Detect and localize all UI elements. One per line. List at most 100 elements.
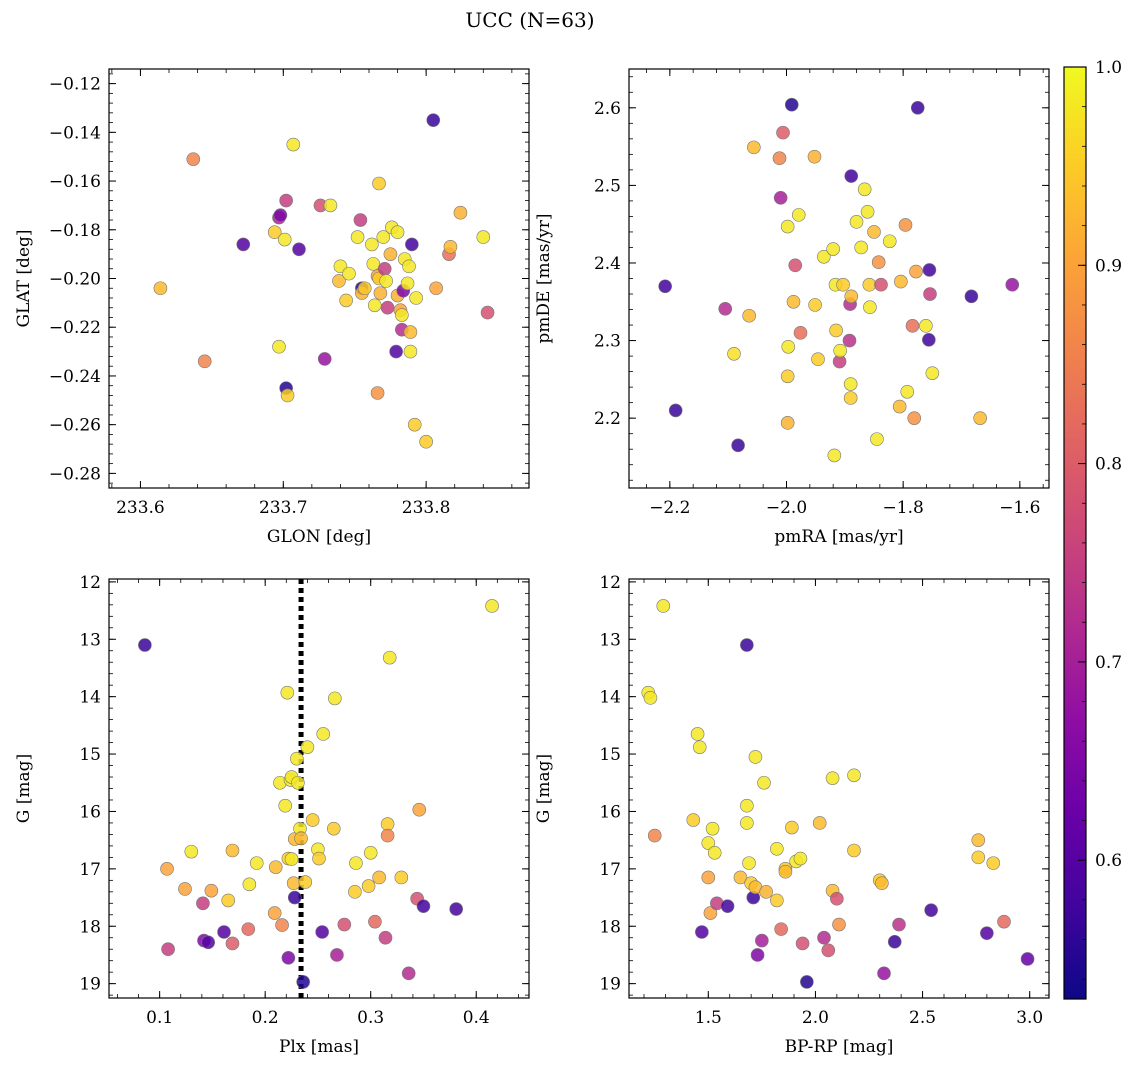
scatter-point (485, 599, 499, 613)
scatter-point (361, 879, 376, 893)
scatter-point (832, 917, 846, 932)
scatter-point (720, 899, 735, 913)
x-axis-label: pmRA [mas/yr] (774, 527, 903, 547)
scatter-point (1005, 277, 1020, 292)
scatter-point (833, 343, 847, 358)
y-tick-label: 2.5 (594, 176, 621, 196)
scatter-point (867, 225, 881, 239)
panel-plx-g: 0.1 0.2 0.3 0.4 12 13 14 15 16 17 18 19 Plx [mas] G [… (14, 573, 530, 1057)
y-tick-label: −0.20 (49, 270, 101, 290)
scatter-point (900, 384, 915, 399)
scatter-point (788, 258, 803, 273)
scatter-point (842, 333, 857, 348)
scatter-point (368, 914, 382, 929)
y-axis-label: G [mag] (14, 754, 34, 823)
scatter-point (857, 182, 872, 197)
scatter-point (316, 727, 331, 741)
scatter-point (874, 277, 888, 292)
scatter-point (785, 820, 799, 835)
scatter-point (1020, 952, 1035, 966)
scatter-point (305, 813, 320, 827)
scatter-point (279, 193, 293, 208)
scatter-point (236, 237, 251, 252)
scatter-point (701, 836, 716, 850)
scatter-point (409, 291, 423, 305)
scatter-point (870, 432, 884, 446)
scatter-point (894, 274, 908, 289)
scatter-point (877, 966, 891, 981)
colorbar-tick-label: 0.7 (1095, 653, 1122, 673)
y-tick-label: −0.14 (49, 123, 101, 143)
scatter-point (275, 918, 289, 932)
scatter-point (923, 287, 937, 301)
scatter-point (419, 434, 433, 449)
scatter-point (449, 902, 463, 916)
scatter-point (830, 891, 844, 906)
scatter-point (286, 137, 301, 152)
x-tick-label: 3.0 (1016, 1008, 1043, 1028)
scatter-point (986, 856, 1001, 870)
scatter-point (160, 862, 174, 876)
y-tick-label: −0.12 (49, 75, 101, 95)
scatter-point (871, 255, 886, 270)
scatter-point (380, 817, 395, 831)
y-tick-label: 15 (79, 745, 101, 765)
scatter-point (383, 247, 398, 261)
panel-pmra-pmde: −2.2 −2.0 −1.8 −1.6 2.2 2.3 2.4 2.5 2.6 pmRA [mas… (534, 68, 1050, 547)
scatter-point (829, 323, 843, 338)
scatter-point (292, 242, 306, 257)
y-tick-label: 18 (599, 917, 621, 937)
colorbar-tick-label: 0.6 (1095, 851, 1122, 871)
scatter-point (277, 232, 292, 247)
scatter-point (807, 149, 822, 164)
scatter-point (860, 204, 875, 219)
scatter-panels: 233.6 233.7 233.8 −0.28 −0.26 −0.24 −0.22 −0.20… (14, 68, 1050, 1057)
scatter-point (772, 151, 787, 166)
scatter-point (480, 305, 495, 320)
scatter-point (378, 930, 393, 945)
scatter-point (280, 388, 295, 403)
scatter-point (703, 906, 718, 920)
scatter-point (817, 249, 831, 264)
scatter-point (363, 845, 378, 860)
scatter-point (980, 926, 994, 940)
scatter-point (348, 885, 362, 899)
scatter-point (349, 856, 363, 870)
scatter-point (268, 860, 283, 874)
scatter-point (161, 942, 175, 957)
y-tick-label: 15 (599, 745, 621, 765)
scatter-point (925, 366, 940, 380)
scatter-point (742, 856, 756, 870)
scatter-point (400, 276, 415, 291)
scatter-point (740, 638, 754, 652)
scatter-point (273, 208, 288, 222)
y-tick-label: 16 (79, 802, 101, 822)
scatter-point (733, 870, 748, 885)
scatter-point (196, 896, 210, 911)
scatter-point (453, 205, 468, 220)
scatter-point (844, 289, 859, 304)
scatter-point (793, 851, 808, 866)
scatter-point (377, 261, 392, 276)
scatter-point (272, 339, 286, 354)
scatter-point (742, 308, 756, 323)
x-tick-label: −2.0 (766, 498, 807, 518)
scatter-point (791, 208, 806, 222)
x-tick-label: −1.8 (883, 498, 924, 518)
scatter-point (748, 750, 763, 764)
y-tick-label: 12 (79, 573, 101, 593)
scatter-point (476, 230, 491, 244)
colorbar: 0.6 0.7 0.8 0.9 1.0 (1063, 58, 1122, 1000)
scatter-point (825, 771, 840, 785)
scatter-point (770, 893, 784, 908)
y-tick-label: 2.6 (594, 99, 621, 119)
scatter-point (997, 914, 1011, 929)
y-tick-label: 13 (599, 630, 621, 650)
scatter-point (898, 218, 913, 232)
x-tick-label: 233.8 (402, 498, 451, 518)
scatter-point (770, 841, 784, 856)
scatter-point (875, 876, 889, 891)
colorbar-tick-label: 0.8 (1095, 455, 1122, 475)
scatter-point (844, 169, 859, 183)
